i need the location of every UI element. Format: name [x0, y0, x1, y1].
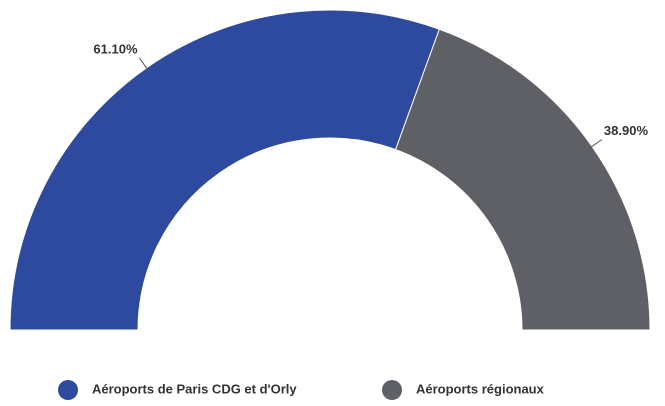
legend-marker: [58, 380, 78, 400]
leader-line: [139, 57, 150, 72]
legend-marker: [382, 380, 402, 400]
data-label: 61.10%: [93, 42, 138, 57]
legend-label: Aéroports régionaux: [416, 381, 545, 396]
data-label: 38.90%: [604, 123, 649, 138]
leader-line: [588, 139, 603, 150]
donut-segment: [9, 9, 440, 331]
donut-segment: [394, 28, 651, 331]
legend-label: Aéroports de Paris CDG et d'Orly: [92, 381, 297, 396]
